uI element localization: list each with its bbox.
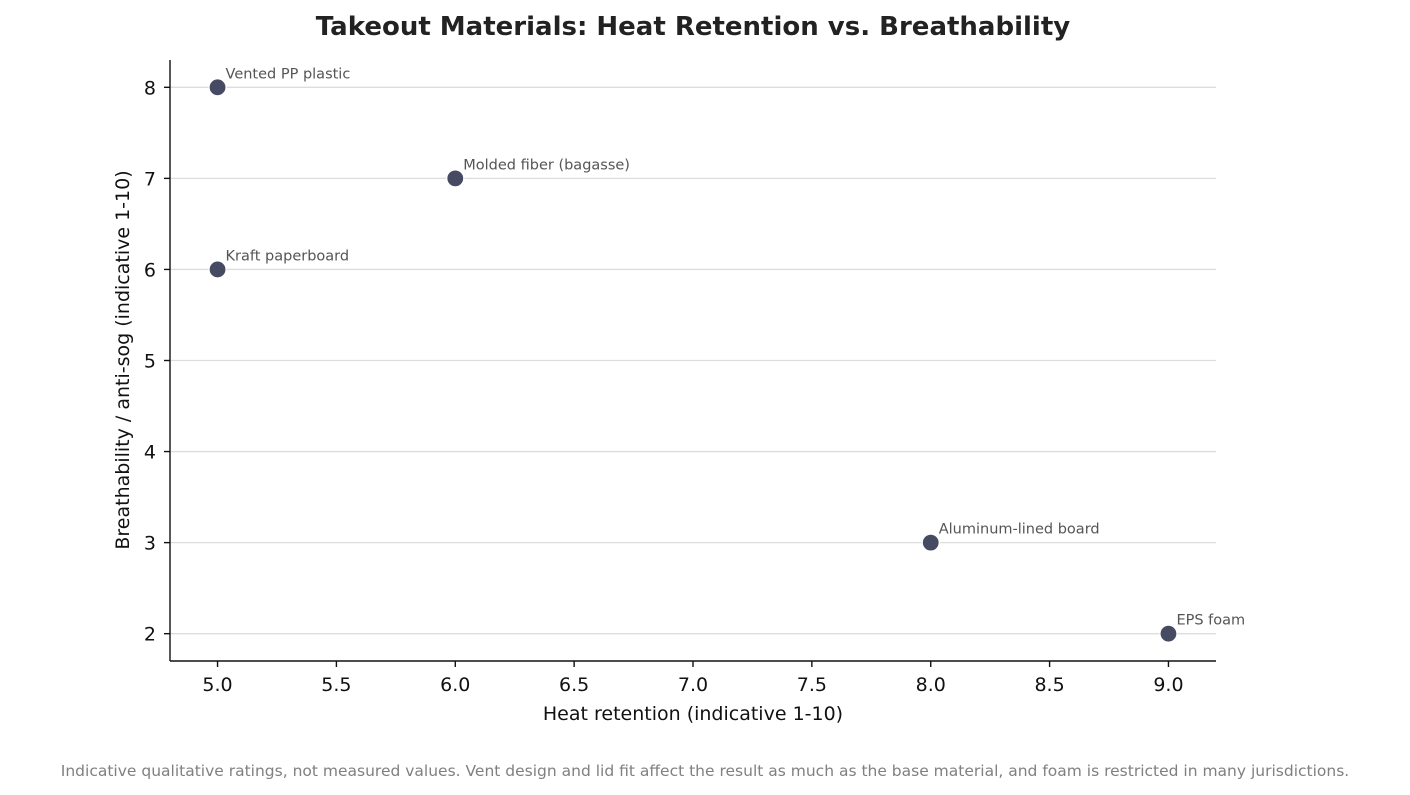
- x-tick-label: 7.5: [797, 674, 827, 696]
- y-tick-label: 7: [144, 168, 156, 190]
- x-tick-label: 9.0: [1153, 674, 1183, 696]
- grid-layer: [170, 86, 1216, 635]
- point-layer: Vented PP plastic Molded fiber (bagasse) K…: [208, 66, 1245, 643]
- y-tick-label: 3: [144, 533, 156, 555]
- x-tick-label: 7.0: [678, 674, 708, 696]
- x-tick-label: 8.5: [1034, 674, 1064, 696]
- data-point: [1159, 624, 1178, 643]
- x-tick-label: 8.0: [916, 674, 946, 696]
- data-point-label: Aluminum-lined board: [939, 522, 1100, 538]
- chart-title: Takeout Materials: Heat Retention vs. Br…: [316, 12, 1070, 42]
- data-point-label: EPS foam: [1176, 613, 1245, 629]
- y-tick-label: 6: [144, 259, 156, 281]
- footnote: Indicative qualitative ratings, not meas…: [61, 762, 1349, 780]
- y-tick-label: 2: [144, 624, 156, 646]
- x-tick-label: 6.5: [559, 674, 589, 696]
- y-tick-label: 8: [144, 77, 156, 99]
- data-point: [446, 169, 465, 188]
- x-tick-label: 5.5: [321, 674, 351, 696]
- data-point: [208, 78, 227, 97]
- data-point-label: Molded fiber (bagasse): [463, 157, 630, 173]
- x-tick-label: 5.0: [202, 674, 232, 696]
- data-point: [208, 260, 227, 279]
- x-axis-label: Heat retention (indicative 1-10): [543, 703, 843, 725]
- y-axis-label: Breathability / anti-sog (indicative 1-1…: [112, 170, 134, 549]
- tick-layer: 2 3 4 5 6 7 8 5.0 5.5 6.0 6.5 7.0 7.5 8.0 8.5 9.0: [144, 77, 1184, 696]
- y-tick-label: 4: [144, 442, 156, 464]
- x-tick-label: 6.0: [440, 674, 470, 696]
- y-tick-label: 5: [144, 351, 156, 373]
- data-point-label: Vented PP plastic: [226, 66, 351, 82]
- data-point-label: Kraft paperboard: [226, 248, 350, 264]
- data-point: [921, 533, 940, 552]
